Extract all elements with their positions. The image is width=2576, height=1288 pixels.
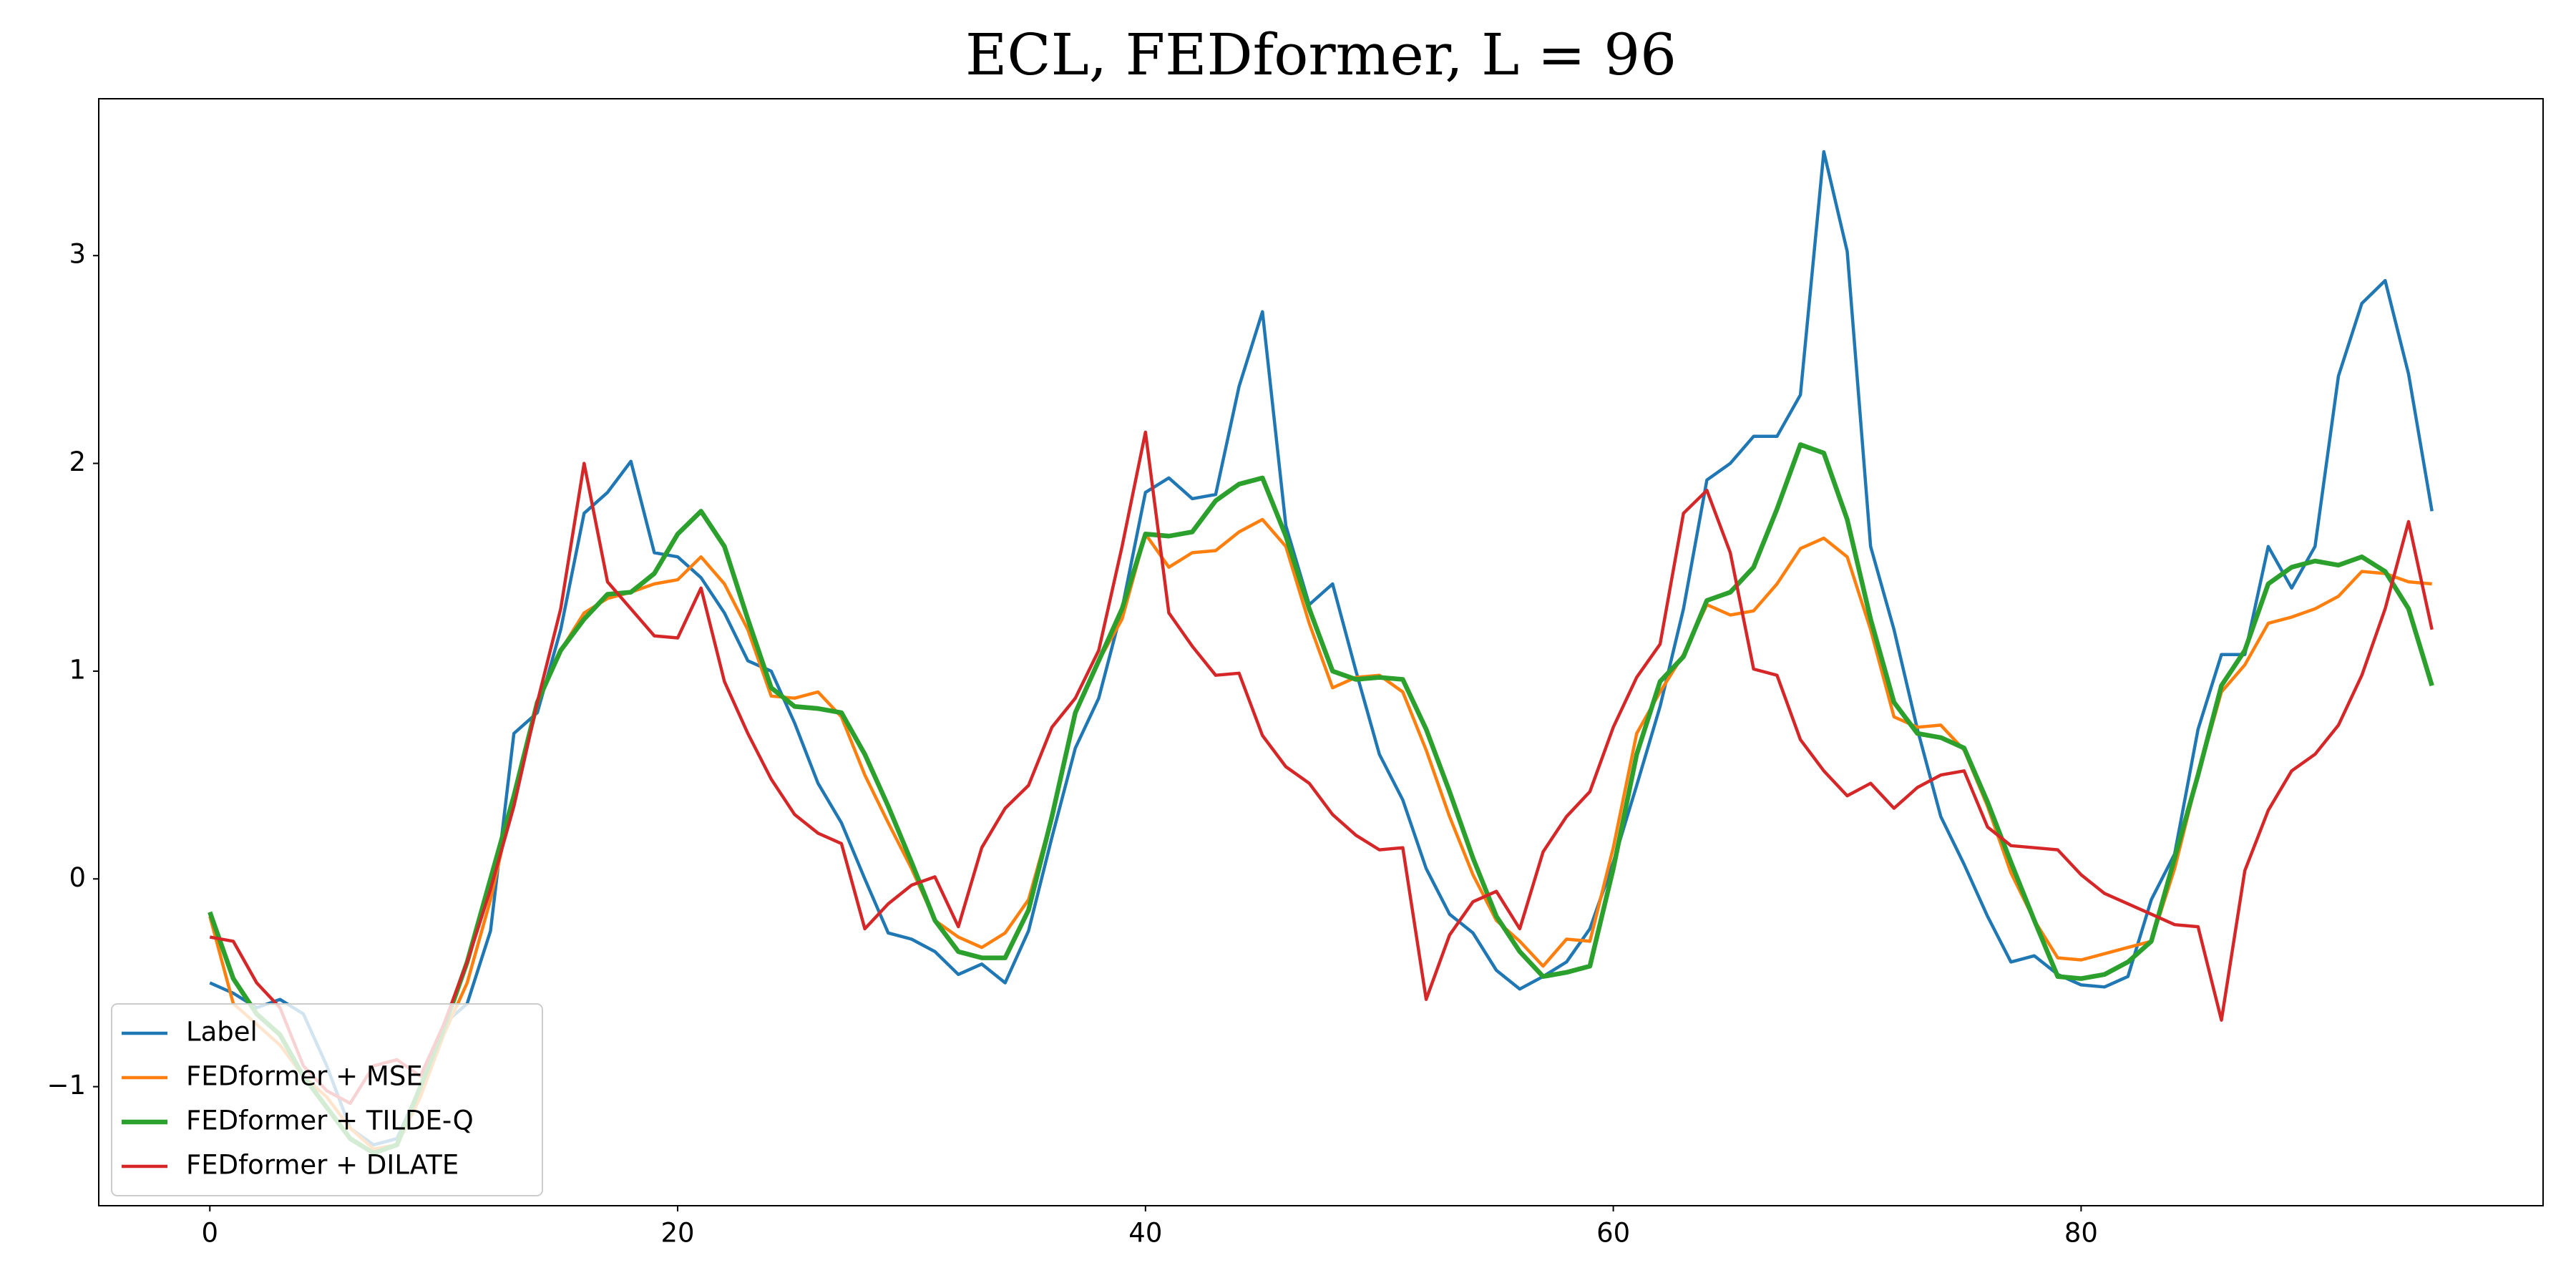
y-tick-label: −1	[47, 1070, 86, 1101]
x-tick-label: 60	[1596, 1218, 1630, 1249]
legend-label: FEDformer + MSE	[186, 1061, 423, 1092]
series-line	[208, 517, 2432, 1151]
legend-label: FEDformer + DILATE	[186, 1150, 459, 1181]
y-tick-label: 1	[69, 654, 86, 685]
chart-title: ECL, FEDformer, L = 96	[965, 21, 1677, 88]
series-line	[208, 442, 2434, 1156]
legend-label: Label	[186, 1017, 258, 1048]
legend-box	[111, 1003, 543, 1196]
legend: Label FEDformer + MSE FEDformer + TILDE-Q F…	[111, 1003, 543, 1196]
y-tick-label: 0	[69, 862, 86, 893]
legend-label: FEDformer + TILDE-Q	[186, 1106, 474, 1136]
series-line	[209, 150, 2434, 1147]
x-tick-label: 0	[201, 1218, 218, 1249]
x-tick-label: 20	[661, 1218, 695, 1249]
plot-frame	[98, 98, 2544, 1206]
x-tick-label: 40	[1128, 1218, 1162, 1249]
series-line	[209, 430, 2434, 1106]
y-tick-label: 2	[69, 447, 86, 477]
y-tick-label: 3	[69, 239, 86, 270]
x-tick-label: 80	[2064, 1218, 2098, 1249]
